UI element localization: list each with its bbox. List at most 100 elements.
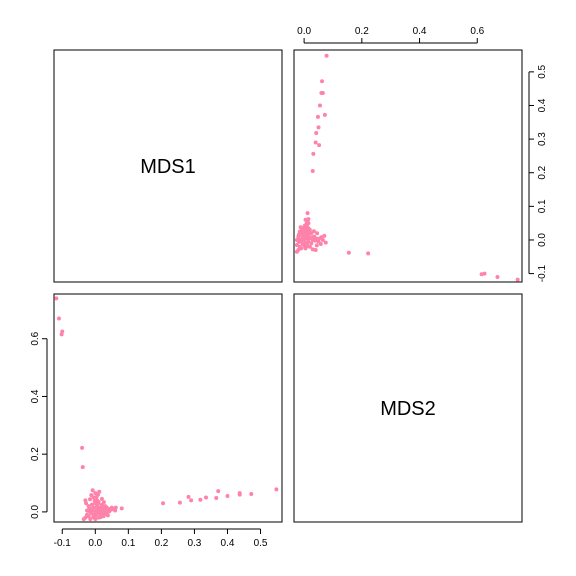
data-point-mds2-mds1 — [322, 233, 327, 238]
data-point-mds2-mds1 — [302, 229, 307, 234]
data-point-mds1-mds2 — [214, 496, 219, 501]
axis-top-tick-label: 0.4 — [413, 26, 427, 37]
data-point-mds1-mds2 — [90, 488, 95, 493]
data-point-mds1-mds2 — [94, 494, 99, 499]
data-point-mds2-mds1 — [296, 239, 301, 244]
panel-diagonal-mds2 — [293, 293, 523, 523]
data-point-mds2-mds1 — [313, 140, 318, 145]
data-point-mds1-mds2 — [91, 515, 96, 520]
data-point-mds2-mds1 — [317, 236, 322, 241]
data-point-mds2-mds1 — [315, 231, 320, 236]
axis-right-tick-label: 0.4 — [537, 98, 548, 112]
data-point-mds2-mds1 — [310, 169, 315, 174]
axis-bottom-tick-label: 0.5 — [254, 538, 268, 549]
data-point-mds1-mds2 — [113, 508, 118, 513]
data-point-mds1-mds2 — [84, 501, 89, 506]
data-point-mds2-mds1 — [294, 249, 299, 254]
axis-bottom-tick-label: -0.1 — [54, 538, 72, 549]
axis-top-tick-label: 0.6 — [470, 26, 484, 37]
data-point-mds1-mds2 — [237, 492, 242, 497]
data-point-mds1-mds2 — [101, 500, 106, 505]
data-point-mds2-mds1 — [315, 114, 320, 119]
axis-left-tick-label: 0.4 — [30, 389, 41, 403]
data-point-mds2-mds1 — [316, 125, 321, 130]
diagonal-label-mds2: MDS2 — [380, 398, 436, 420]
data-point-mds1-mds2 — [105, 513, 110, 518]
data-point-mds2-mds1 — [479, 272, 484, 277]
data-point-mds2-mds1 — [495, 274, 500, 279]
data-point-mds2-mds1 — [319, 91, 324, 96]
data-point-mds1-mds2 — [59, 332, 64, 337]
data-point-mds1-mds2 — [109, 505, 114, 510]
data-point-mds1-mds2 — [99, 496, 104, 501]
data-point-mds2-mds1 — [317, 143, 322, 148]
data-point-mds1-mds2 — [101, 509, 106, 514]
data-point-mds2-mds1 — [318, 242, 323, 247]
data-point-mds2-mds1 — [346, 250, 351, 255]
data-point-mds2-mds1 — [324, 53, 329, 58]
data-point-mds1-mds2 — [198, 497, 203, 502]
data-point-mds2-mds1 — [300, 242, 305, 247]
data-point-mds1-mds2 — [189, 498, 194, 503]
data-point-mds1-mds2 — [216, 489, 221, 494]
data-point-mds1-mds2 — [54, 296, 59, 301]
data-point-mds1-mds2 — [161, 501, 166, 506]
data-point-mds2-mds1 — [323, 240, 328, 245]
axis-right-tick-label: 0.5 — [537, 64, 548, 78]
axis-right-tick-label: 0.1 — [537, 199, 548, 213]
data-point-mds1-mds2 — [177, 500, 182, 505]
data-point-mds1-mds2 — [92, 498, 97, 503]
axis-bottom-tick-label: 0.2 — [154, 538, 168, 549]
data-point-mds2-mds1 — [313, 238, 318, 243]
data-point-mds2-mds1 — [311, 229, 316, 234]
data-point-mds2-mds1 — [300, 235, 305, 240]
axis-bottom-tick-label: 0.4 — [221, 538, 235, 549]
data-point-mds2-mds1 — [303, 217, 308, 222]
data-point-mds2-mds1 — [310, 235, 315, 240]
data-point-mds2-mds1 — [322, 112, 327, 117]
data-point-mds1-mds2 — [204, 495, 208, 500]
data-point-mds1-mds2 — [249, 492, 254, 497]
axis-bottom-tick-label: 0.3 — [187, 538, 201, 549]
data-point-mds1-mds2 — [95, 511, 100, 516]
data-point-mds2-mds1 — [307, 230, 312, 235]
panel-mds1-vs-mds2 — [53, 293, 283, 523]
data-point-mds2-mds1 — [305, 211, 310, 216]
data-point-mds2-mds1 — [309, 241, 314, 246]
axis-right-tick-label: 0.0 — [537, 233, 548, 247]
data-point-mds1-mds2 — [85, 512, 90, 517]
data-point-mds1-mds2 — [274, 487, 279, 492]
data-point-mds2-mds1 — [310, 247, 315, 252]
data-point-mds1-mds2 — [90, 508, 95, 513]
data-point-mds1-mds2 — [119, 506, 124, 511]
data-point-mds2-mds1 — [302, 223, 307, 228]
axis-left-tick-label: 0.2 — [30, 447, 41, 461]
axis-top-tick-label: 0.0 — [297, 26, 311, 37]
data-point-mds1-mds2 — [100, 504, 105, 509]
axis-right-tick-label: -0.1 — [537, 265, 548, 283]
axis-right-tick-label: 0.3 — [537, 132, 548, 146]
data-point-mds2-mds1 — [303, 240, 308, 245]
axis-top-tick-label: 0.2 — [355, 26, 369, 37]
data-point-mds2-mds1 — [314, 243, 319, 248]
data-point-mds2-mds1 — [314, 131, 319, 136]
data-point-mds1-mds2 — [186, 494, 191, 499]
data-point-mds1-mds2 — [88, 497, 93, 502]
axis-left-tick-label: 0.6 — [30, 331, 41, 345]
data-point-mds1-mds2 — [97, 489, 102, 494]
data-point-mds1-mds2 — [107, 509, 112, 514]
data-point-mds1-mds2 — [89, 493, 94, 498]
data-point-mds2-mds1 — [515, 277, 520, 282]
data-point-mds2-mds1 — [294, 243, 299, 248]
data-point-mds2-mds1 — [366, 251, 371, 256]
axis-bottom-tick-label: 0.0 — [88, 538, 102, 549]
data-point-mds2-mds1 — [299, 246, 304, 251]
data-point-mds1-mds2 — [95, 501, 100, 506]
data-point-mds2-mds1 — [296, 232, 301, 237]
data-point-mds1-mds2 — [98, 515, 103, 520]
data-point-mds1-mds2 — [56, 316, 61, 321]
data-point-mds1-mds2 — [88, 517, 93, 522]
axis-left-tick-label: 0.0 — [30, 505, 41, 519]
diagonal-label-mds1: MDS1 — [140, 156, 196, 178]
